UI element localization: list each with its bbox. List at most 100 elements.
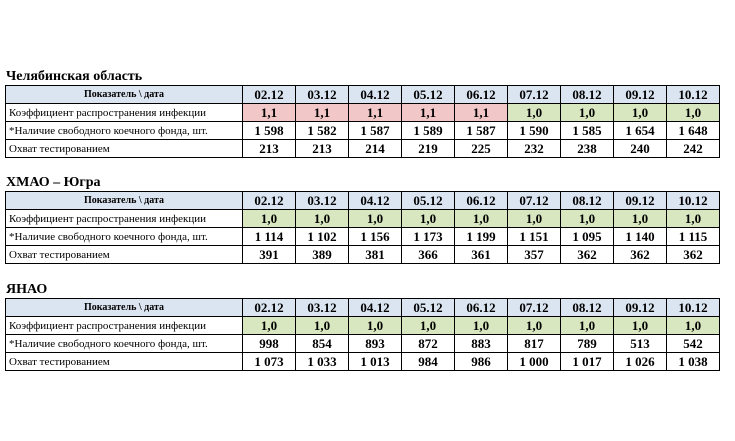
cell-value: 1,1 [242, 103, 296, 122]
cell-value: 1 585 [560, 121, 614, 140]
date-header: 02.12 [242, 298, 296, 317]
cell-value: 854 [295, 334, 349, 353]
cell-value: 225 [454, 139, 508, 158]
cell-value: 1,0 [666, 209, 720, 228]
cell-value: 1,1 [295, 103, 349, 122]
data-row: Охват тестированием 391 389 381 366 361 357 362… [5, 245, 720, 264]
date-header: 10.12 [666, 191, 720, 210]
date-header: 04.12 [348, 85, 402, 104]
cell-value: 242 [666, 139, 720, 158]
cell-value: 1,0 [666, 103, 720, 122]
cell-value: 219 [401, 139, 455, 158]
cell-value: 872 [401, 334, 455, 353]
cell-value: 1,0 [666, 316, 720, 335]
cell-value: 213 [242, 139, 296, 158]
cell-value: 1 598 [242, 121, 296, 140]
date-header: 04.12 [348, 298, 402, 317]
header-row: Показатель \ дата 02.12 03.12 04.12 05.12 06.… [5, 85, 720, 104]
cell-value: 998 [242, 334, 296, 353]
cell-value: 1 017 [560, 352, 614, 371]
date-header: 07.12 [507, 191, 561, 210]
date-header: 08.12 [560, 191, 614, 210]
date-header: 07.12 [507, 85, 561, 104]
header-label: Показатель \ дата [5, 191, 243, 210]
data-row: *Наличие свободного коечного фонда, шт. 1… [5, 121, 720, 140]
cell-value: 984 [401, 352, 455, 371]
cell-value: 1,1 [348, 103, 402, 122]
data-table: Показатель \ дата 02.12 03.12 04.12 05.12 06.… [5, 191, 720, 264]
cell-value: 893 [348, 334, 402, 353]
cell-value: 986 [454, 352, 508, 371]
cell-value: 1 156 [348, 227, 402, 246]
date-header: 06.12 [454, 191, 508, 210]
cell-value: 389 [295, 245, 349, 264]
row-label: *Наличие свободного коечного фонда, шт. [5, 227, 243, 246]
cell-value: 542 [666, 334, 720, 353]
data-row: Коэффициент распространения инфекции 1,0 1… [5, 209, 720, 228]
cell-value: 1 173 [401, 227, 455, 246]
data-row: Коэффициент распространения инфекции 1,0 1… [5, 316, 720, 335]
row-label: *Наличие свободного коечного фонда, шт. [5, 121, 243, 140]
data-row: Охват тестированием 213 213 214 219 225 232 238… [5, 139, 720, 158]
cell-value: 1 654 [613, 121, 667, 140]
date-header: 03.12 [295, 85, 349, 104]
cell-value: 1 648 [666, 121, 720, 140]
cell-value: 1 033 [295, 352, 349, 371]
cell-value: 1,0 [560, 316, 614, 335]
cell-value: 240 [613, 139, 667, 158]
cell-value: 513 [613, 334, 667, 353]
cell-value: 1,0 [454, 316, 508, 335]
cell-value: 361 [454, 245, 508, 264]
section-title: Челябинская область [6, 69, 143, 84]
cell-value: 1,0 [613, 103, 667, 122]
date-header: 07.12 [507, 298, 561, 317]
date-header: 10.12 [666, 85, 720, 104]
cell-value: 1,0 [242, 316, 296, 335]
cell-value: 1,0 [613, 316, 667, 335]
cell-value: 1 000 [507, 352, 561, 371]
cell-value: 1,0 [401, 316, 455, 335]
cell-value: 1 151 [507, 227, 561, 246]
date-header: 05.12 [401, 85, 455, 104]
cell-value: 362 [613, 245, 667, 264]
cell-value: 1,0 [454, 209, 508, 228]
cell-value: 1,1 [401, 103, 455, 122]
cell-value: 817 [507, 334, 561, 353]
cell-value: 1 095 [560, 227, 614, 246]
cell-value: 1,0 [560, 103, 614, 122]
date-header: 05.12 [401, 298, 455, 317]
cell-value: 789 [560, 334, 614, 353]
row-label: Охват тестированием [5, 139, 243, 158]
row-label: Охват тестированием [5, 245, 243, 264]
cell-value: 1,0 [507, 316, 561, 335]
cell-value: 1 013 [348, 352, 402, 371]
date-header: 06.12 [454, 85, 508, 104]
cell-value: 1 587 [454, 121, 508, 140]
date-header: 09.12 [613, 85, 667, 104]
date-header: 09.12 [613, 298, 667, 317]
cell-value: 1,0 [295, 209, 349, 228]
cell-value: 366 [401, 245, 455, 264]
cell-value: 1 589 [401, 121, 455, 140]
cell-value: 1,1 [454, 103, 508, 122]
header-label: Показатель \ дата [5, 298, 243, 317]
date-header: 08.12 [560, 85, 614, 104]
cell-value: 362 [560, 245, 614, 264]
cell-value: 1 115 [666, 227, 720, 246]
cell-value: 1 073 [242, 352, 296, 371]
cell-value: 357 [507, 245, 561, 264]
section-title: ХМАО – Югра [6, 175, 101, 190]
data-table: Показатель \ дата 02.12 03.12 04.12 05.12 06.… [5, 298, 720, 371]
date-header: 08.12 [560, 298, 614, 317]
cell-value: 381 [348, 245, 402, 264]
cell-value: 1,0 [348, 316, 402, 335]
data-row: *Наличие свободного коечного фонда, шт. 1… [5, 227, 720, 246]
cell-value: 1,0 [507, 103, 561, 122]
row-label: Охват тестированием [5, 352, 243, 371]
cell-value: 1,0 [507, 209, 561, 228]
data-row: *Наличие свободного коечного фонда, шт. 9… [5, 334, 720, 353]
date-header: 10.12 [666, 298, 720, 317]
cell-value: 362 [666, 245, 720, 264]
row-label: Коэффициент распространения инфекции [5, 209, 243, 228]
